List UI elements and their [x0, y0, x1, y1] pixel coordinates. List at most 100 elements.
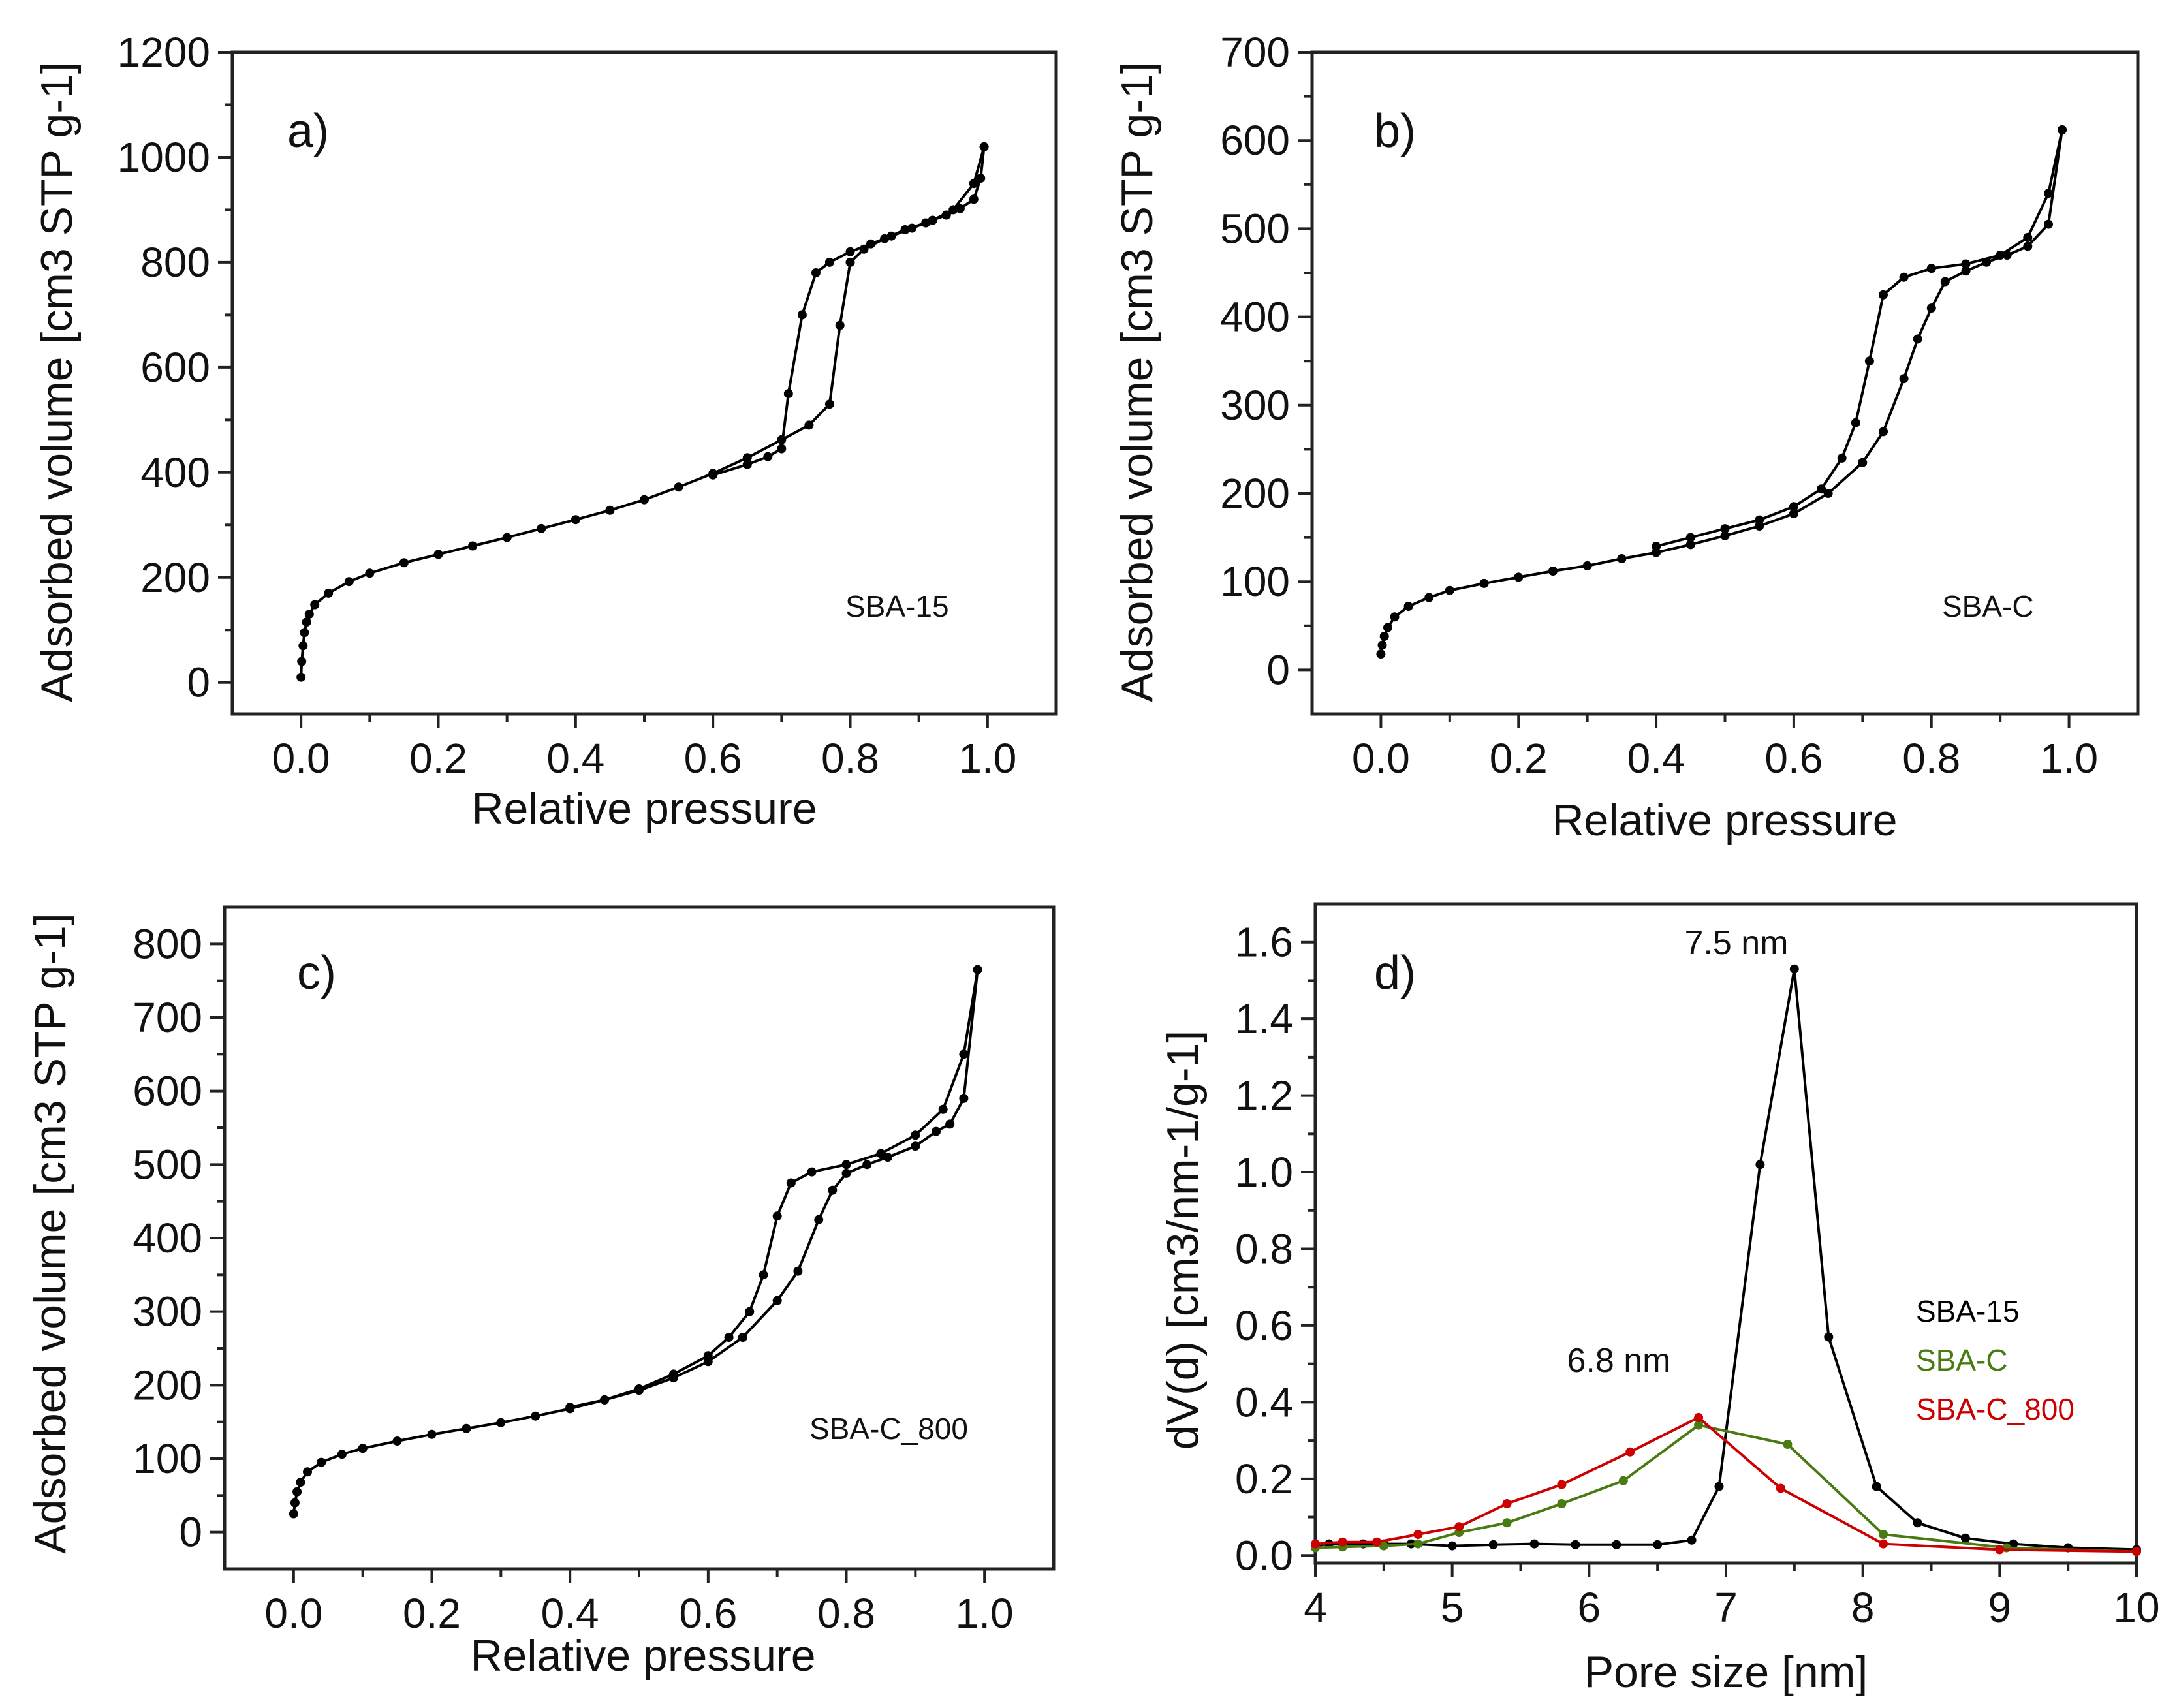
data-point	[2058, 125, 2067, 134]
data-point	[1879, 1539, 1888, 1549]
panel-c: 0.0 0.2 0.4 0.6 0.8 1.0 0 100 200 300 400 500 600 700…	[25, 905, 1056, 1681]
series-line-desorption	[1655, 129, 2063, 548]
data-point	[1940, 277, 1950, 287]
panel-b-y-axis-title: Adsorbed volume [cm3 STP g-1]	[1112, 61, 1162, 702]
data-point	[1783, 1440, 1793, 1449]
data-point	[502, 533, 512, 542]
y-tick-label: 100	[1220, 558, 1290, 605]
data-point	[786, 1178, 796, 1188]
y-tick-label: 0.4	[1235, 1378, 1293, 1425]
data-point	[955, 204, 965, 213]
x-tick-label: 8	[1851, 1584, 1875, 1631]
panel-b-ticks: 0.0 0.2 0.4 0.6 0.8 1.0 0 100 200 300 400 500 600 700	[1220, 29, 2098, 782]
data-point	[824, 257, 834, 267]
data-point	[973, 965, 982, 974]
x-tick-label: 10	[2113, 1584, 2159, 1631]
data-point	[824, 399, 834, 409]
x-tick-label: 1.0	[958, 735, 1016, 782]
data-point	[911, 1141, 920, 1151]
data-point	[814, 1215, 824, 1224]
data-point	[1879, 1530, 1888, 1539]
data-point	[1514, 572, 1524, 582]
data-point	[772, 1296, 782, 1305]
y-tick-label: 100	[133, 1435, 202, 1482]
data-point	[1383, 623, 1392, 632]
y-tick-label: 300	[1220, 382, 1290, 429]
y-tick-label: 0.6	[1235, 1302, 1293, 1349]
data-point	[866, 239, 875, 249]
data-point	[531, 1411, 540, 1421]
data-point	[337, 1450, 347, 1459]
y-tick-label: 0	[179, 1509, 202, 1556]
data-point	[1379, 1541, 1388, 1551]
x-tick-label: 1.0	[2040, 735, 2098, 782]
y-tick-label: 1.6	[1235, 919, 1293, 966]
data-point	[1694, 1412, 1704, 1422]
data-point	[392, 1436, 402, 1446]
data-point	[959, 1049, 969, 1059]
data-point	[811, 268, 821, 277]
data-point	[969, 179, 979, 189]
y-tick-label: 1.4	[1235, 995, 1293, 1042]
data-point	[1618, 1476, 1628, 1485]
data-point	[1612, 1540, 1621, 1549]
panel-a-y-axis-title: Adsorbed volume [cm3 STP g-1]	[32, 61, 82, 702]
data-point	[537, 523, 546, 533]
data-point	[759, 1270, 768, 1280]
x-tick-label: 0.0	[1352, 735, 1410, 782]
x-tick-label: 0.6	[684, 735, 742, 782]
data-point	[1571, 1540, 1580, 1549]
data-point	[468, 541, 478, 551]
data-point	[738, 1333, 747, 1343]
x-tick-label: 0.8	[821, 735, 879, 782]
y-tick-label: 1000	[117, 134, 210, 181]
data-point	[1413, 1530, 1423, 1539]
data-point	[433, 550, 443, 559]
data-point	[928, 215, 937, 225]
x-tick-label: 7	[1714, 1584, 1738, 1631]
data-point	[358, 1444, 368, 1453]
data-point	[290, 1498, 300, 1508]
data-point	[1926, 264, 1936, 273]
series-line-desorption	[569, 969, 979, 1409]
x-tick-label: 0.4	[541, 1590, 599, 1637]
y-tick-label: 400	[133, 1215, 202, 1262]
y-tick-label: 500	[1220, 205, 1290, 252]
peak-label-sba-c: 6.8 nm	[1567, 1342, 1671, 1380]
data-point	[600, 1395, 610, 1405]
data-point	[1445, 585, 1454, 595]
peak-label-sba-15: 7.5 nm	[1685, 924, 1789, 962]
data-point	[2009, 1539, 2018, 1549]
y-tick-label: 0	[1266, 646, 1290, 693]
x-tick-label: 9	[1988, 1584, 2012, 1631]
y-tick-label: 400	[1220, 294, 1290, 341]
data-point	[1582, 561, 1592, 570]
y-tick-label: 200	[140, 554, 210, 601]
data-point	[1502, 1499, 1512, 1508]
panel-b-series	[1376, 125, 2067, 659]
data-point	[1424, 593, 1434, 602]
data-point	[1685, 540, 1695, 550]
data-point	[1447, 1541, 1457, 1551]
data-point	[1529, 1539, 1539, 1549]
panel-a-ticks: 0.0 0.2 0.4 0.6 0.8 1.0 0 200 400 600 800 1000 1200	[117, 29, 1017, 782]
data-point	[959, 1093, 969, 1103]
data-point	[945, 1119, 955, 1129]
x-tick-label: 0.2	[403, 1590, 461, 1637]
data-point	[1961, 259, 1971, 269]
data-point	[742, 459, 752, 469]
data-point	[571, 515, 580, 525]
x-tick-label: 0.2	[1490, 735, 1548, 782]
y-tick-label: 400	[140, 449, 210, 496]
data-point	[1653, 1540, 1663, 1549]
data-point	[303, 1467, 312, 1477]
data-point	[1413, 1539, 1423, 1549]
data-point	[296, 672, 306, 682]
y-tick-label: 200	[1220, 470, 1290, 517]
data-point	[1379, 632, 1389, 641]
data-point	[804, 420, 814, 430]
data-point	[1548, 567, 1558, 576]
data-point	[1502, 1518, 1512, 1528]
panel-c-ticks: 0.0 0.2 0.4 0.6 0.8 1.0 0 100 200 300 400 500 600 700…	[133, 920, 1013, 1637]
panel-a-letter: a)	[287, 105, 329, 157]
